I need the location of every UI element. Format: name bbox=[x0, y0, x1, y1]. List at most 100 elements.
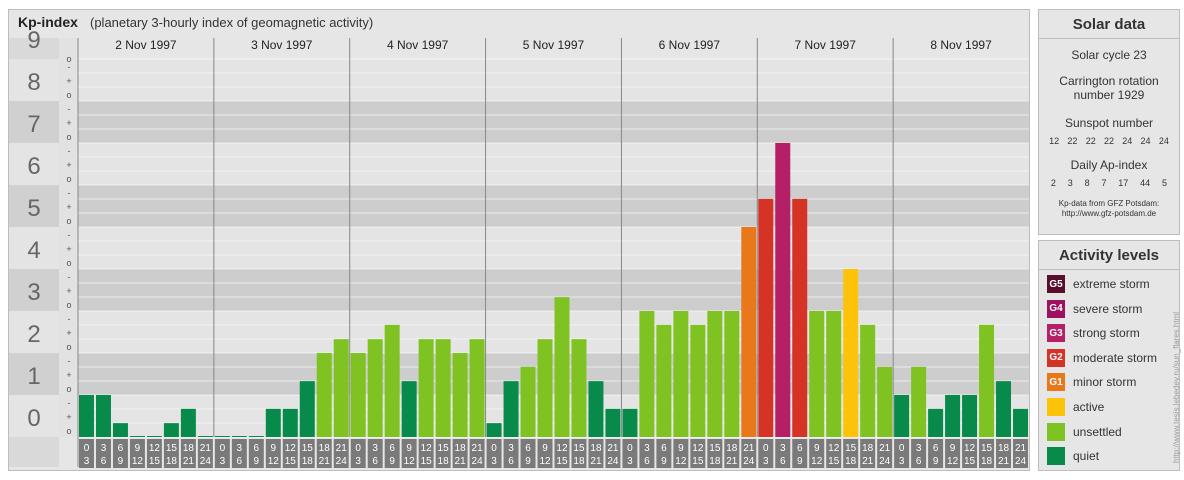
interval-cell bbox=[979, 439, 995, 468]
kp-bar bbox=[537, 339, 553, 437]
y-label-band bbox=[9, 143, 59, 185]
level-label: unsettled bbox=[1073, 424, 1122, 439]
minor-tick-label: - bbox=[68, 230, 71, 240]
ap-index-value: 7 bbox=[1101, 178, 1107, 188]
interval-start-label: 6 bbox=[933, 443, 939, 454]
kp-bar bbox=[843, 269, 859, 437]
interval-start-label: 15 bbox=[845, 443, 857, 454]
interval-cell bbox=[605, 439, 621, 468]
interval-end-label: 12 bbox=[675, 456, 687, 467]
interval-cell bbox=[928, 439, 944, 468]
interval-end-label: 12 bbox=[539, 456, 551, 467]
level-color-swatch bbox=[1047, 398, 1065, 416]
interval-cell bbox=[707, 439, 723, 468]
sunspot-value: 22 bbox=[1085, 136, 1096, 146]
day-label: 5 Nov 1997 bbox=[523, 38, 585, 52]
interval-end-label: 6 bbox=[644, 456, 650, 467]
interval-cell bbox=[486, 439, 502, 468]
interval-cell bbox=[1013, 439, 1028, 468]
interval-start-label: 15 bbox=[438, 443, 450, 454]
interval-cell bbox=[129, 439, 145, 468]
interval-cell bbox=[724, 439, 740, 468]
minor-tick-label: - bbox=[68, 398, 71, 408]
interval-cell bbox=[673, 439, 689, 468]
minor-tick-label: o bbox=[66, 426, 71, 436]
interval-end-label: 3 bbox=[899, 456, 905, 467]
kp-bar bbox=[979, 324, 995, 437]
interval-end-label: 21 bbox=[862, 456, 874, 467]
interval-cell bbox=[299, 439, 315, 468]
kp-bar bbox=[928, 408, 944, 437]
sunspot-value: 22 bbox=[1067, 136, 1078, 146]
kp-bar bbox=[1013, 408, 1028, 437]
interval-cell bbox=[231, 439, 247, 468]
level-label: moderate storm bbox=[1073, 350, 1158, 365]
interval-start-label: 6 bbox=[118, 443, 124, 454]
interval-cell bbox=[180, 439, 196, 468]
sunspot-value: 24 bbox=[1140, 136, 1151, 146]
kp-bar bbox=[809, 311, 825, 437]
kp-bar bbox=[741, 227, 757, 437]
interval-cell bbox=[826, 439, 842, 468]
activity-levels-panel: Activity levels G5 extreme storm G4 severe … bbox=[1038, 240, 1180, 471]
interval-end-label: 9 bbox=[389, 456, 395, 467]
interval-start-label: 12 bbox=[149, 443, 161, 454]
level-color-swatch bbox=[1047, 422, 1065, 441]
ap-index-title: Daily Ap-index bbox=[1070, 158, 1148, 172]
kp-band bbox=[78, 185, 1029, 227]
solar-data-panel: Solar data Solar cycle 23 Carrington rot… bbox=[1038, 9, 1180, 235]
interval-start-label: 0 bbox=[220, 443, 226, 454]
interval-cell bbox=[911, 439, 927, 468]
interval-cell bbox=[741, 439, 757, 468]
interval-end-label: 15 bbox=[964, 456, 976, 467]
kp-bar bbox=[639, 311, 655, 437]
minor-tick-label: o bbox=[66, 132, 71, 142]
interval-start-label: 3 bbox=[780, 443, 786, 454]
level-label: extreme storm bbox=[1073, 277, 1150, 291]
interval-end-label: 3 bbox=[355, 456, 361, 467]
kp-bar bbox=[384, 324, 400, 437]
ap-index-value: 2 bbox=[1050, 178, 1056, 188]
ap-index-value: 8 bbox=[1084, 178, 1090, 188]
interval-start-label: 3 bbox=[372, 443, 378, 454]
interval-start-label: 0 bbox=[84, 443, 90, 454]
minor-tick-label: + bbox=[66, 286, 71, 296]
interval-end-label: 9 bbox=[525, 456, 531, 467]
kp-bar bbox=[401, 381, 417, 437]
interval-cell bbox=[435, 439, 451, 468]
interval-end-label: 3 bbox=[84, 456, 90, 467]
interval-cell bbox=[622, 439, 638, 468]
interval-start-label: 6 bbox=[525, 443, 531, 454]
interval-cell bbox=[996, 439, 1012, 468]
minor-tick-label: - bbox=[68, 356, 71, 366]
minor-tick-label: - bbox=[68, 188, 71, 198]
interval-cell bbox=[503, 439, 519, 468]
day-label: 3 Nov 1997 bbox=[251, 38, 313, 52]
interval-start-label: 9 bbox=[542, 443, 548, 454]
kp-bar bbox=[996, 381, 1012, 437]
interval-start-label: 0 bbox=[355, 443, 361, 454]
y-label-band bbox=[9, 227, 59, 269]
interval-end-label: 12 bbox=[947, 456, 959, 467]
minor-tick-label: - bbox=[68, 62, 71, 72]
kp-bar bbox=[367, 339, 383, 437]
kp-bar bbox=[282, 408, 298, 437]
interval-cell bbox=[95, 439, 111, 468]
interval-start-label: 18 bbox=[319, 443, 331, 454]
ap-index-value: 5 bbox=[1161, 178, 1167, 188]
interval-cell bbox=[418, 439, 434, 468]
kp-bar bbox=[860, 324, 876, 437]
y-tick-label: 8 bbox=[27, 69, 40, 96]
data-source-link[interactable]: http://www.gfz-potsdam.de bbox=[1061, 209, 1157, 218]
interval-cell bbox=[333, 439, 349, 468]
data-source-line1: Kp-data from GFZ Potsdam: bbox=[1058, 199, 1160, 208]
sunspot-values: 12 22 22 22 24 24 24 bbox=[1045, 136, 1173, 146]
interval-start-label: 12 bbox=[828, 443, 840, 454]
interval-end-label: 6 bbox=[508, 456, 514, 467]
kp-bar bbox=[435, 339, 451, 437]
kp-bar bbox=[231, 436, 247, 437]
kp-bar bbox=[622, 408, 638, 437]
interval-end-label: 9 bbox=[118, 456, 124, 467]
interval-cell bbox=[248, 439, 264, 468]
